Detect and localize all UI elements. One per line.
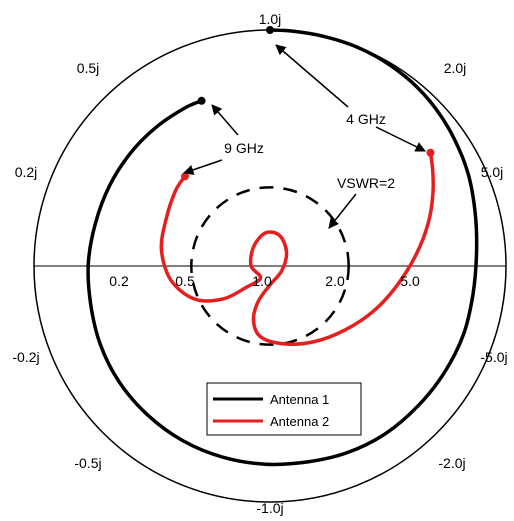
label-lower-left-05: -0.5j xyxy=(74,455,101,471)
label-lower-left-02: -0.2j xyxy=(12,349,39,365)
legend: Antenna 1 Antenna 2 xyxy=(206,382,362,436)
arrow-9ghz-to-antenna-2 xyxy=(183,159,223,175)
label-right-50: 5.0j xyxy=(481,164,504,180)
label-left-02: 0.2j xyxy=(15,164,38,180)
legend-box xyxy=(206,382,362,436)
annotation-arrows xyxy=(183,44,426,229)
label-bottom: -1.0j xyxy=(256,500,283,516)
label-lower-right-20: -2.0j xyxy=(438,455,465,471)
arrow-9ghz-to-antenna-1 xyxy=(211,104,239,136)
arrow-4ghz-to-antenna-2 xyxy=(375,126,426,152)
real-tick-50: 5.0 xyxy=(400,273,420,289)
annotation-4ghz: 4 GHz xyxy=(346,111,386,127)
series-line-antenna-1 xyxy=(86,28,479,467)
series-end-marker-antenna-2 xyxy=(181,172,190,181)
label-upper-left-05: 0.5j xyxy=(77,60,100,76)
annotation-9ghz: 9 GHz xyxy=(224,140,264,156)
real-tick-02: 0.2 xyxy=(109,273,129,289)
series-end-marker-antenna-1 xyxy=(197,96,206,105)
annotation-vswr: VSWR=2 xyxy=(337,175,395,191)
legend-label-antenna-1: Antenna 1 xyxy=(270,392,329,407)
real-tick-20: 2.0 xyxy=(325,273,345,289)
series-line-antenna-2 xyxy=(159,150,436,346)
series-start-marker-antenna-2 xyxy=(426,148,435,157)
series-start-marker-antenna-1 xyxy=(266,26,274,34)
vswr-circle xyxy=(190,186,350,346)
legend-label-antenna-2: Antenna 2 xyxy=(270,414,329,429)
arrow-4ghz-to-antenna-1 xyxy=(275,44,349,108)
label-upper-right-20: 2.0j xyxy=(444,60,467,76)
vswr-dashed-circle xyxy=(190,186,350,346)
real-tick-05: 0.5 xyxy=(175,273,195,289)
arrow-vswr xyxy=(328,193,357,229)
real-tick-10: 1.0 xyxy=(252,273,272,289)
label-top: 1.0j xyxy=(259,11,282,27)
label-lower-right-50: -5.0j xyxy=(480,349,507,365)
